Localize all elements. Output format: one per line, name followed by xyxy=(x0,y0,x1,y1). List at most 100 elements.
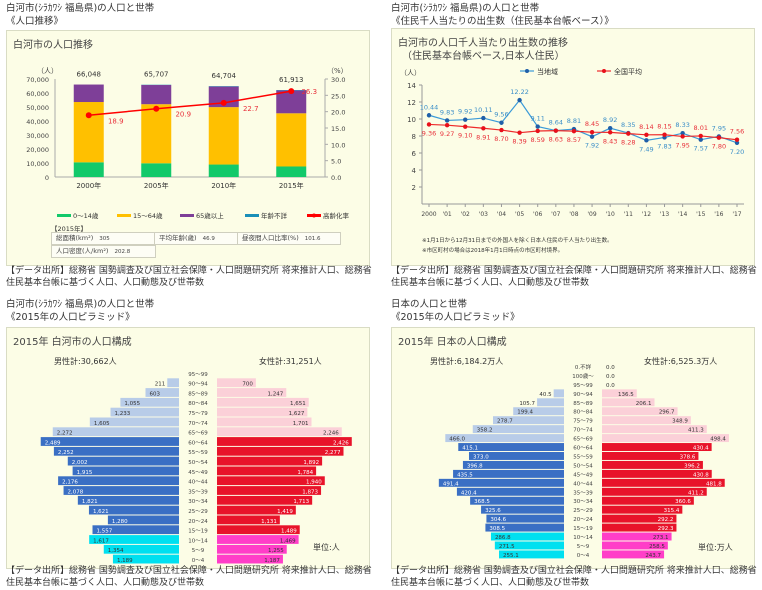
legend-label: 年齢不詳 xyxy=(261,211,288,220)
female-bar xyxy=(217,466,317,476)
female-value-label: 348.9 xyxy=(672,419,688,425)
bar-segment-2 xyxy=(141,85,172,105)
data-label-1: 8.63 xyxy=(549,136,563,144)
chart-subtitle: （住民基本台帳ベース,日本人住民） xyxy=(402,51,565,62)
y-tick-label: 2 xyxy=(412,184,416,192)
female-bar xyxy=(217,446,344,456)
female-value-label: 378.6 xyxy=(680,454,696,460)
age-group-label: 50〜54 xyxy=(188,460,208,466)
male-value-label: 1,280 xyxy=(112,519,128,525)
x-tick-label: '13 xyxy=(660,211,669,218)
legend-swatch xyxy=(57,214,71,217)
female-value-label: 411.3 xyxy=(688,428,704,434)
age-group-label: 40〜44 xyxy=(573,481,593,487)
male-bar xyxy=(481,505,564,514)
series-point-1 xyxy=(607,130,613,135)
series-point-1 xyxy=(553,128,559,133)
male-value-label: 415.1 xyxy=(462,446,478,452)
aging-rate-label: 22.7 xyxy=(243,105,259,113)
age-group-label: 0.不詳 xyxy=(575,363,592,371)
chart-box: 白河市の人口千人当たり出生数の推移 （住民基本台帳ベース,日本人住民） （人） 2… xyxy=(391,28,755,266)
legend-swatch xyxy=(117,214,131,217)
bar-total-label: 64,704 xyxy=(212,72,237,80)
legend-label: 高齢化率 xyxy=(323,211,350,220)
male-bar xyxy=(67,456,179,466)
female-bar xyxy=(217,427,342,437)
series-point-1 xyxy=(680,134,685,139)
x-tick-label: '02 xyxy=(461,211,470,218)
series-point-0 xyxy=(535,124,540,129)
age-group-label: 100歳〜 xyxy=(572,372,594,380)
data-label-0: 7.57 xyxy=(694,145,708,153)
y2-tick-label: 20.0 xyxy=(331,109,345,117)
male-bar xyxy=(537,398,564,407)
panel-subheading: 《人口推移》 xyxy=(6,16,64,27)
data-label-0: 8.92 xyxy=(603,116,617,124)
data-label-0: 9.11 xyxy=(530,115,544,123)
stat-label: 平均年齢(歳) xyxy=(159,234,197,242)
legend-swatch xyxy=(245,214,259,217)
bar-segment-1 xyxy=(276,113,307,167)
age-group-label: 80〜84 xyxy=(573,410,593,416)
male-bar xyxy=(40,437,179,446)
age-group-label: 70〜74 xyxy=(188,421,208,427)
female-value-label: 2,426 xyxy=(333,440,349,446)
male-value-label: 603 xyxy=(150,391,161,397)
male-value-label: 2,176 xyxy=(62,480,78,486)
age-group-label: 95〜99 xyxy=(188,372,208,378)
age-group-label: 85〜89 xyxy=(188,391,208,397)
age-group-label: 90〜94 xyxy=(573,392,593,398)
male-bar xyxy=(438,478,564,487)
female-bar xyxy=(217,407,308,417)
male-bar xyxy=(456,487,564,496)
aging-rate-label: 20.9 xyxy=(175,111,191,119)
age-group-label: 45〜49 xyxy=(188,470,208,476)
aging-rate-label: 18.9 xyxy=(108,117,124,125)
male-value-label: 255.1 xyxy=(503,553,519,559)
age-group-label: 25〜29 xyxy=(188,509,208,515)
series-point-1 xyxy=(481,126,486,131)
age-group-label: 35〜39 xyxy=(573,490,593,496)
female-value-label: 1,255 xyxy=(268,548,284,554)
female-value-label: 1,419 xyxy=(277,509,293,515)
y-tick-label: 70,000 xyxy=(26,76,49,84)
panel-population-trend: 白河市(ｼﾗｶﾜｼ 福島県)の人口と世帯 《人口推移》 白河市の人口推移 （人）… xyxy=(0,0,380,290)
series-point-0 xyxy=(734,140,740,145)
y-axis-label: （人） xyxy=(400,69,421,77)
y2-tick-label: 10.0 xyxy=(331,141,345,149)
data-label-1: 8.01 xyxy=(694,124,708,132)
series-point-1 xyxy=(626,131,631,136)
y-tick-label: 50,000 xyxy=(26,104,49,112)
female-bar xyxy=(217,378,256,388)
age-group-label: 75〜79 xyxy=(188,411,208,417)
female-bar xyxy=(217,417,312,427)
male-value-label: 304.6 xyxy=(490,517,506,523)
city-population-pyramid: 95〜99 90〜94 211 700 85〜89 603 1,247 80〜84 1,055 1… xyxy=(40,372,352,564)
bar-total-label: 61,913 xyxy=(279,76,304,84)
y-tick-label: 40,000 xyxy=(26,118,49,126)
male-value-label: 2,252 xyxy=(58,450,74,456)
series-point-1 xyxy=(444,123,450,128)
female-value-label: 243.7 xyxy=(645,553,661,559)
data-source: 【データ出所】総務省 国勢調査及び国立社会保障・人口問題研究所 将来推計人口、総… xyxy=(6,566,372,588)
y2-tick-label: 5.0 xyxy=(331,158,341,166)
male-bar xyxy=(167,378,179,388)
female-bar xyxy=(217,437,352,446)
female-value-label: 411.2 xyxy=(688,490,704,496)
male-value-label: 1,605 xyxy=(94,421,110,427)
female-value-label: 206.1 xyxy=(636,401,652,407)
series-line-0 xyxy=(428,99,738,144)
male-bar xyxy=(53,446,180,456)
series-point-1 xyxy=(571,128,577,134)
male-bar xyxy=(490,532,564,541)
series-point-0 xyxy=(517,97,522,103)
data-label-0: 7.83 xyxy=(657,142,671,150)
chart-box: 2015年 白河市の人口構成 男性計:30,662人 女性計:31,251人 9… xyxy=(6,327,370,569)
female-value-label: 1,627 xyxy=(289,411,305,417)
male-value-label: 1,354 xyxy=(108,548,124,554)
male-bar xyxy=(499,550,564,559)
female-bar xyxy=(602,407,678,416)
male-value-label: 373.0 xyxy=(473,454,489,460)
male-value-label: 435.5 xyxy=(457,472,473,478)
male-bar xyxy=(458,443,564,451)
